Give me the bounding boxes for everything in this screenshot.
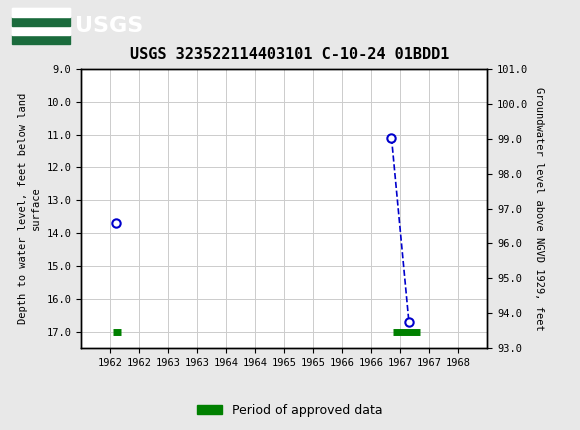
Legend: Period of approved data: Period of approved data bbox=[192, 399, 388, 421]
Bar bbox=[12, 35, 70, 44]
Text: USGS: USGS bbox=[75, 16, 144, 36]
Bar bbox=[12, 17, 70, 26]
Y-axis label: Depth to water level, feet below land
surface: Depth to water level, feet below land su… bbox=[18, 93, 41, 324]
Y-axis label: Groundwater level above NGVD 1929, feet: Groundwater level above NGVD 1929, feet bbox=[534, 87, 543, 330]
Text: USGS 323522114403101 C-10-24 01BDD1: USGS 323522114403101 C-10-24 01BDD1 bbox=[130, 47, 450, 62]
Bar bbox=[12, 8, 70, 44]
Bar bbox=[12, 8, 70, 17]
Bar bbox=[12, 26, 70, 35]
